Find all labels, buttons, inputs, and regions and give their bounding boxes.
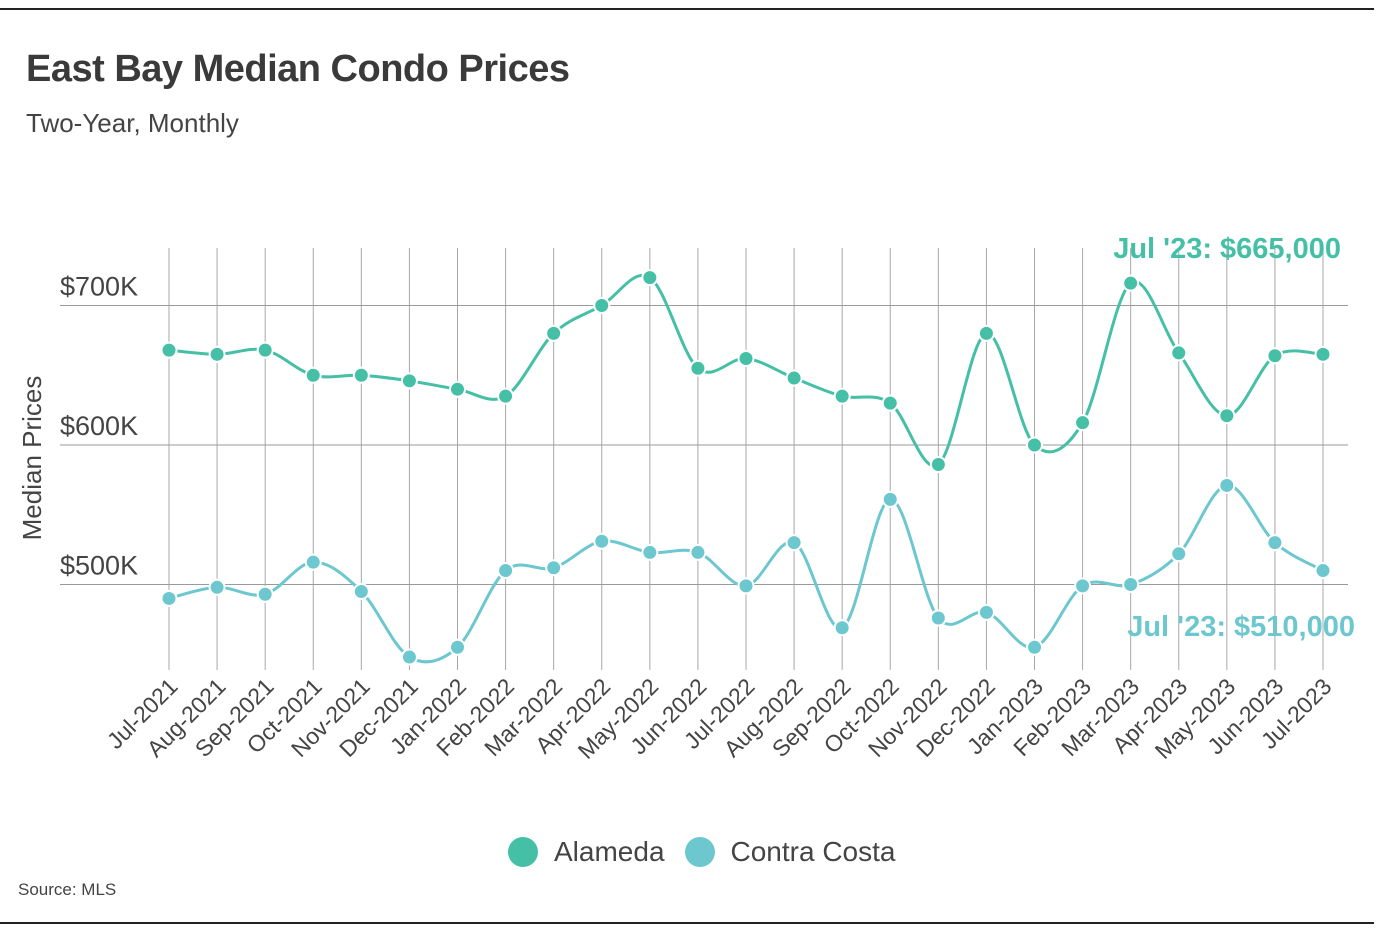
data-point-contra-costa (1122, 576, 1140, 593)
legend-swatch-alameda (508, 837, 538, 867)
data-point-contra-costa (881, 490, 899, 508)
legend-item-alameda[interactable]: Alameda (508, 836, 665, 868)
grid-layer (60, 248, 1348, 670)
data-point-contra-costa (977, 603, 995, 621)
data-point-contra-costa (352, 582, 370, 600)
data-point-contra-costa (833, 619, 851, 637)
data-point-alameda (449, 380, 466, 398)
annotation-alameda: Jul '23: $665,000 (1113, 233, 1341, 265)
data-point-alameda (497, 387, 515, 405)
data-point-alameda (785, 369, 803, 387)
data-point-contra-costa (1074, 577, 1092, 595)
data-point-alameda (1218, 407, 1236, 425)
data-point-alameda (1266, 347, 1284, 365)
annotation-contra-costa: Jul '23: $510,000 (1127, 611, 1355, 643)
data-point-alameda (1170, 344, 1188, 362)
data-point-alameda (929, 456, 947, 474)
data-point-alameda (1074, 414, 1092, 432)
data-point-contra-costa (1026, 638, 1043, 656)
data-point-contra-costa (1266, 534, 1284, 552)
legend-item-contra-costa[interactable]: Contra Costa (684, 836, 896, 868)
data-point-contra-costa (689, 543, 707, 561)
data-point-alameda (256, 341, 274, 359)
data-point-contra-costa (1314, 562, 1332, 580)
chart-title: East Bay Median Condo Prices (26, 48, 570, 90)
y-tick-label: $600K (60, 411, 138, 441)
data-point-alameda (1026, 436, 1043, 454)
source-note: Source: MLS (18, 880, 117, 899)
data-point-contra-costa (593, 532, 611, 550)
data-point-alameda (737, 350, 755, 368)
data-point-alameda (352, 366, 370, 384)
data-point-alameda (833, 387, 851, 405)
data-point-alameda (545, 324, 563, 342)
data-point-contra-costa (929, 609, 947, 627)
y-tick-label: $700K (60, 272, 138, 302)
legend-label-alameda: Alameda (554, 836, 665, 867)
data-point-contra-costa (785, 534, 803, 552)
legend-label-contra-costa: Contra Costa (730, 836, 896, 867)
top-rule (0, 8, 1374, 10)
data-point-contra-costa (1218, 476, 1236, 494)
legend-swatch-contra-costa (684, 837, 715, 867)
data-point-alameda (304, 366, 322, 384)
data-point-contra-costa (449, 638, 466, 656)
annotation-layer: Jul '23: $665,000 Jul '23: $510,000 (1113, 233, 1355, 643)
y-tick-label: $500K (60, 551, 138, 581)
data-point-alameda (160, 341, 178, 359)
data-point-alameda (208, 345, 226, 363)
data-point-contra-costa (545, 559, 563, 577)
y-axis-label: Median Prices (17, 376, 47, 541)
data-point-alameda (641, 269, 659, 287)
data-point-contra-costa (160, 589, 178, 607)
data-point-contra-costa (256, 585, 274, 603)
data-point-contra-costa (737, 577, 755, 595)
series-layer (160, 269, 1332, 666)
bottom-rule (0, 922, 1374, 924)
data-point-contra-costa (304, 553, 322, 571)
data-point-alameda (881, 394, 899, 412)
data-point-alameda (593, 297, 611, 314)
data-point-contra-costa (400, 648, 418, 666)
data-point-contra-costa (497, 562, 515, 580)
data-point-contra-costa (641, 543, 659, 561)
data-point-alameda (1314, 345, 1332, 363)
data-point-alameda (977, 324, 995, 342)
legend: Alameda Contra Costa (508, 836, 915, 868)
data-point-contra-costa (208, 578, 226, 596)
chart-subtitle: Two-Year, Monthly (26, 108, 239, 138)
data-point-contra-costa (1170, 545, 1188, 563)
data-point-alameda (400, 372, 418, 390)
data-point-alameda (689, 359, 707, 377)
data-point-alameda (1122, 274, 1140, 292)
